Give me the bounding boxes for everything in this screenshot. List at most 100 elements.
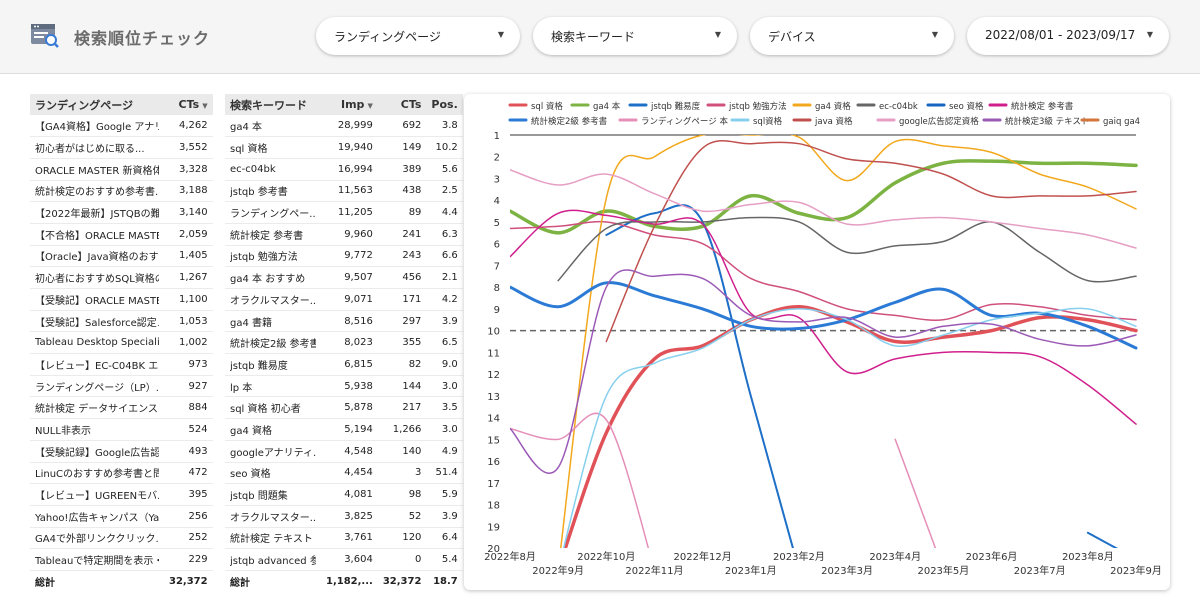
- table-row[interactable]: jstqb 勉強方法 9,772 243 6.6: [225, 245, 463, 268]
- table-row[interactable]: 【不合格】ORACLE MASTER... 2,059: [30, 223, 213, 246]
- keyword-cell: ga4 書籍: [225, 310, 321, 333]
- table-row[interactable]: lp 本 5,938 144 3.0: [225, 375, 463, 398]
- landing-page-text: 【受験記】Salesforce認定メ...: [35, 317, 159, 329]
- cts-cell: 1,002: [164, 331, 213, 355]
- series-line-1: [510, 159, 1138, 235]
- table-row[interactable]: ga4 本 28,999 692 3.8: [225, 115, 463, 138]
- column-header-landing-page[interactable]: ランディングページ: [30, 94, 164, 115]
- legend-label: sql 資格: [531, 101, 563, 112]
- table-row[interactable]: 統計検定 参考書 9,960 241 6.3: [225, 223, 463, 246]
- landing-page-text: 【レビュー】UGREENモバ...: [35, 491, 159, 503]
- total-imp-cell: 1,182,...: [321, 569, 378, 593]
- table-row[interactable]: ga4 資格 5,194 1,266 3.0: [225, 418, 463, 441]
- table-row[interactable]: ga4 本 おすすめ 9,507 456 2.1: [225, 266, 463, 289]
- imp-cell: 11,563: [321, 180, 378, 203]
- x-tick-label: 2022年9月: [532, 564, 584, 577]
- imp-cell: 4,548: [321, 440, 378, 463]
- legend-label: jstqb 勉強方法: [728, 101, 787, 112]
- cts-cell: 120: [377, 527, 427, 550]
- table-row[interactable]: ga4 書籍 8,516 297 3.9: [225, 310, 463, 333]
- y-tick-label: 4: [494, 196, 500, 207]
- table-row[interactable]: seo 資格 4,454 3 51.4: [225, 462, 463, 485]
- landing-page-filter[interactable]: ランディングページ ▼: [316, 17, 520, 55]
- cts-cell: 1,266: [377, 418, 427, 441]
- table-row[interactable]: 【GA4資格】Google アナリ... 4,262: [30, 115, 213, 138]
- table-row[interactable]: 統計検定 データサイエンス... 884: [30, 396, 213, 420]
- x-tick-label: 2022年12月: [674, 550, 732, 563]
- pos-cell: 10.2: [426, 136, 463, 159]
- legend-label: seo 資格: [949, 101, 984, 112]
- imp-cell: 11,205: [321, 201, 378, 224]
- x-tick-label: 2022年8月: [484, 550, 536, 563]
- cts-cell: 927: [164, 375, 213, 398]
- table-row[interactable]: ORACLE MASTER 新資格体... 3,328: [30, 158, 213, 181]
- table-row[interactable]: sql 資格 初心者 5,878 217 3.5: [225, 396, 463, 420]
- table-row[interactable]: LinuCのおすすめ参考書と問... 472: [30, 462, 213, 485]
- table-row[interactable]: ランディングページ（LP）... 927: [30, 375, 213, 398]
- keyword-cell: sql 資格 初心者: [225, 396, 321, 420]
- keyword-cell: 統計検定 テキスト: [225, 527, 321, 550]
- landing-page-cell: NULL非表示: [30, 418, 164, 441]
- landing-page-filter-label: ランディングページ: [334, 30, 441, 44]
- series-line-5: [557, 216, 1137, 283]
- table-row[interactable]: Yahoo!広告キャンパス（Ya... 256: [30, 505, 213, 528]
- keyword-filter[interactable]: 検索キーワード ▼: [533, 17, 737, 55]
- legend-label: sql資格: [753, 116, 783, 127]
- column-header-imp[interactable]: Imp ▼: [321, 94, 378, 115]
- table-row[interactable]: 統計検定のおすすめ参考書... 3,188: [30, 180, 213, 203]
- table-row[interactable]: sql 資格 19,940 149 10.2: [225, 136, 463, 159]
- table-row[interactable]: GA4で外部リンククリック... 252: [30, 527, 213, 550]
- keyword-cell: 統計検定 参考書: [225, 223, 321, 246]
- y-tick-label: 17: [487, 479, 500, 490]
- table-row[interactable]: jstqb 難易度 6,815 82 9.0: [225, 353, 463, 376]
- y-tick-label: 20: [487, 544, 500, 555]
- table-row[interactable]: 初心者におすすめSQL資格の... 1,267: [30, 266, 213, 289]
- imp-cell: 3,761: [321, 527, 378, 550]
- column-header-pos[interactable]: Pos.: [426, 94, 463, 115]
- table-row[interactable]: 【Oracle】Java資格のおす... 1,405: [30, 245, 213, 268]
- keyword-cell: 統計検定2級 参考書: [225, 331, 321, 355]
- imp-cell: 9,071: [321, 288, 378, 311]
- table-row[interactable]: 【レビュー】EC-C04BK エ... 973: [30, 353, 213, 376]
- date-range-filter[interactable]: 2022/08/01 - 2023/09/17 ▼: [967, 17, 1169, 55]
- keyword-cell: ga4 本 おすすめ: [225, 266, 321, 289]
- table-row[interactable]: jstqb 参考書 11,563 438 2.5: [225, 180, 463, 203]
- table-row[interactable]: 初心者がはじめに取る... 3,552: [30, 136, 213, 159]
- table-row[interactable]: オラクルマスター... 9,071 171 4.2: [225, 288, 463, 311]
- caret-down-icon: ▼: [931, 30, 938, 39]
- column-header-cts[interactable]: CTs: [377, 94, 427, 115]
- table-row[interactable]: NULL非表示 524: [30, 418, 213, 441]
- table-row[interactable]: 【受験記】Salesforce認定メ... 1,053: [30, 310, 213, 333]
- landing-page-text: 【レビュー】EC-C04BK エ...: [35, 360, 159, 372]
- landing-page-cell: Yahoo!広告キャンパス（Ya...: [30, 505, 164, 528]
- table-row[interactable]: 【受験記録】Google広告認... 493: [30, 440, 213, 463]
- pos-cell: 6.3: [426, 223, 463, 246]
- keyword-text: seo 資格: [230, 469, 271, 481]
- table-row[interactable]: Tableau Desktop Specialist... 1,002: [30, 331, 213, 355]
- table-row[interactable]: 【レビュー】UGREENモバ... 395: [30, 483, 213, 506]
- table-row[interactable]: 【受験記】ORACLE MASTER... 1,100: [30, 288, 213, 311]
- table-row[interactable]: 【2022年最新】JSTQBの難... 3,140: [30, 201, 213, 224]
- device-filter[interactable]: デバイス ▼: [750, 17, 954, 55]
- cts-cell: 1,267: [164, 266, 213, 289]
- y-tick-label: 11: [487, 348, 500, 359]
- table-row[interactable]: 統計検定 テキスト 3,761 120 6.4: [225, 527, 463, 550]
- keyword-text: ga4 資格: [230, 425, 273, 437]
- table-row[interactable]: ec-c04bk 16,994 389 5.6: [225, 158, 463, 181]
- column-header-cts[interactable]: CTs ▼: [164, 94, 213, 115]
- legend-label: gaiq ga4: [1103, 117, 1140, 127]
- legend-label: ga4 資格: [815, 101, 851, 112]
- table-row[interactable]: オラクルマスター... 3,825 52 3.9: [225, 505, 463, 528]
- table-row[interactable]: ランディングペー... 11,205 89 4.4: [225, 201, 463, 224]
- table-row[interactable]: Tableauで特定期間を表示・... 229: [30, 548, 213, 571]
- column-header-keyword[interactable]: 検索キーワード: [225, 94, 321, 115]
- table-row[interactable]: jstqb 問題集 4,081 98 5.9: [225, 483, 463, 506]
- table-row[interactable]: googleアナリティ... 4,548 140 4.9: [225, 440, 463, 463]
- landing-page-cell: 初心者におすすめSQL資格の...: [30, 266, 164, 289]
- landing-page-cell: 統計検定のおすすめ参考書...: [30, 180, 164, 203]
- table-row[interactable]: 統計検定2級 参考書 8,023 355 6.5: [225, 331, 463, 355]
- landing-page-text: 【受験記録】Google広告認...: [35, 447, 159, 459]
- cts-cell: 2,059: [164, 223, 213, 246]
- total-pos-cell: 18.7: [426, 569, 463, 593]
